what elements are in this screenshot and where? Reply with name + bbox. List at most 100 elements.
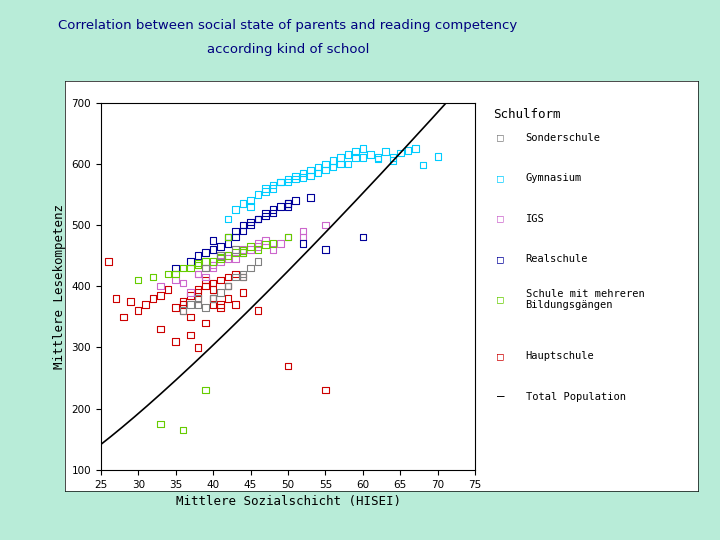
Point [192, 260, 204, 269]
Point [432, 152, 444, 161]
Point [215, 254, 226, 263]
Point [170, 303, 181, 312]
Point [215, 300, 226, 309]
Text: Sonderschule: Sonderschule [526, 133, 600, 143]
Point [207, 294, 219, 303]
Point [177, 306, 189, 315]
Point [207, 236, 219, 245]
Point [170, 276, 181, 285]
Point [207, 264, 219, 272]
Point [387, 153, 399, 162]
Point [245, 218, 256, 226]
Point [252, 239, 264, 248]
Point [260, 236, 271, 245]
Point [185, 300, 197, 309]
Point [155, 420, 166, 428]
Text: Correlation between social state of parents and reading competency: Correlation between social state of pare… [58, 19, 518, 32]
Point [170, 264, 181, 272]
Point [252, 214, 264, 223]
Point [395, 148, 406, 157]
Point [282, 178, 294, 186]
Point [185, 331, 197, 340]
Point [222, 251, 234, 260]
Point [222, 233, 234, 241]
Point [222, 294, 234, 303]
Point [260, 208, 271, 217]
Point [252, 245, 264, 254]
Point [200, 386, 212, 395]
Point [230, 300, 241, 309]
Point [387, 157, 399, 165]
Point [335, 159, 346, 168]
Point [417, 161, 428, 170]
Point [207, 294, 219, 303]
Point [230, 245, 241, 254]
Point [132, 306, 144, 315]
Point [177, 306, 189, 315]
Point [372, 154, 384, 163]
Point [245, 221, 256, 230]
Text: Realschule: Realschule [526, 254, 588, 264]
Point [260, 240, 271, 249]
Point [215, 242, 226, 251]
Point [238, 273, 249, 281]
Point [215, 251, 226, 260]
Point [200, 258, 212, 266]
Point [238, 248, 249, 257]
Point [207, 260, 219, 269]
Point [238, 246, 249, 255]
Point [185, 291, 197, 300]
Point [364, 150, 376, 159]
Point [357, 153, 369, 162]
Point [238, 248, 249, 257]
Point [245, 245, 256, 254]
Point [238, 221, 249, 230]
Point [289, 196, 301, 205]
Point [342, 150, 354, 159]
Point [282, 199, 294, 208]
Point [252, 258, 264, 266]
Point [327, 163, 338, 171]
Point [215, 288, 226, 296]
Text: Schule mit mehreren
Bildungsgängen: Schule mit mehreren Bildungsgängen [526, 289, 644, 310]
Point [163, 269, 174, 278]
Point [230, 273, 241, 281]
Point [148, 294, 159, 303]
Point [267, 239, 279, 248]
Point [230, 248, 241, 257]
Point [275, 239, 287, 248]
Point [192, 343, 204, 352]
Text: Schulform: Schulform [493, 108, 561, 121]
Point [267, 181, 279, 190]
Point [372, 153, 384, 162]
Point [297, 173, 309, 181]
Point [402, 146, 413, 154]
Point [260, 187, 271, 195]
Point [207, 294, 219, 303]
Text: IGS: IGS [526, 214, 544, 224]
Point [238, 288, 249, 296]
Point [222, 254, 234, 263]
Point [267, 208, 279, 217]
Point [245, 242, 256, 251]
Point [260, 212, 271, 220]
Point [238, 245, 249, 254]
Point [102, 258, 114, 266]
Text: according kind of school: according kind of school [207, 43, 369, 56]
Point [192, 294, 204, 303]
Point [177, 297, 189, 306]
Point [305, 172, 316, 180]
Point [192, 269, 204, 278]
Point [200, 248, 212, 257]
Point [230, 227, 241, 235]
X-axis label: Mittlere Sozialschicht (HISEI): Mittlere Sozialschicht (HISEI) [176, 495, 400, 508]
Point [222, 214, 234, 223]
Point [200, 282, 212, 291]
Point [222, 233, 234, 241]
Point [282, 202, 294, 211]
Point [252, 306, 264, 315]
Point [192, 259, 204, 267]
Point [222, 282, 234, 291]
Point [163, 285, 174, 294]
Point [215, 251, 226, 260]
